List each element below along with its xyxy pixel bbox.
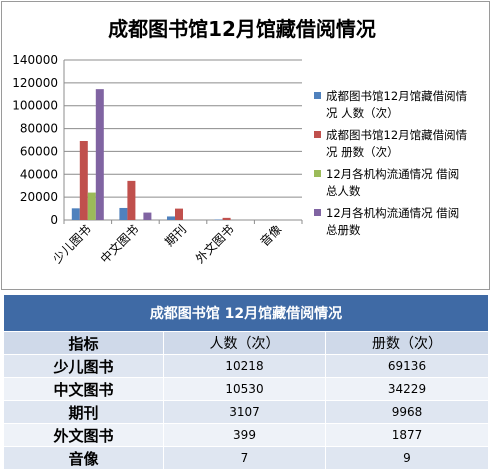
- data-table: 成都图书馆 12月馆藏借阅情况 指标 人数（次） 册数（次） 少儿图书 1021…: [3, 294, 489, 470]
- table-row: 中文图书 10530 34229: [3, 377, 489, 401]
- table-row: 外文图书 399 1877: [3, 423, 489, 447]
- y-tick-label: 0: [50, 213, 58, 227]
- row-volumes: 9968: [325, 400, 489, 424]
- y-tick-label: 140000: [12, 53, 58, 67]
- bar: [87, 192, 96, 220]
- legend-entry: 12月各机构流通情况 借阅总人数: [326, 167, 459, 198]
- bar: [143, 212, 152, 220]
- bar: [127, 180, 136, 220]
- row-volumes: 1877: [325, 423, 489, 447]
- y-tick-label: 60000: [20, 144, 58, 158]
- row-label: 音像: [3, 446, 164, 470]
- header-indicator: 指标: [3, 331, 164, 355]
- chart-title: 成都图书馆12月馆藏借阅情况: [108, 17, 376, 41]
- legend-swatch: [314, 209, 321, 216]
- header-people: 人数（次）: [163, 331, 326, 355]
- row-volumes: 9: [325, 446, 489, 470]
- legend-entry: 成都图书馆12月馆藏借阅情况 人数（次）: [326, 89, 468, 120]
- bar: [119, 207, 128, 220]
- x-tick-label: 音像: [257, 222, 285, 250]
- row-people: 7: [163, 446, 326, 470]
- x-tick-label: 期刊: [162, 222, 189, 249]
- x-tick-label: 中文图书: [97, 222, 142, 267]
- row-people: 10530: [163, 377, 326, 401]
- row-people: 10218: [163, 354, 326, 378]
- row-people: 3107: [163, 400, 326, 424]
- legend-entry: 12月各机构流通情况 借阅总册数: [326, 206, 459, 237]
- header-volumes: 册数（次）: [325, 331, 489, 355]
- legend-entry: 成都图书馆12月馆藏借阅情况 册数（次）: [326, 128, 468, 159]
- table-title-row: 成都图书馆 12月馆藏借阅情况: [3, 294, 489, 332]
- row-volumes: 34229: [325, 377, 489, 401]
- legend-swatch: [314, 92, 321, 99]
- x-tick-label: 少儿图书: [50, 222, 94, 266]
- y-tick-label: 80000: [20, 122, 58, 136]
- y-tick-label: 20000: [20, 190, 58, 204]
- row-people: 399: [163, 423, 326, 447]
- table-row: 期刊 3107 9968: [3, 400, 489, 424]
- row-label: 少儿图书: [3, 354, 164, 378]
- table-header-row: 指标 人数（次） 册数（次）: [3, 331, 489, 355]
- row-label: 外文图书: [3, 423, 164, 447]
- bar: [175, 208, 183, 220]
- table-row: 少儿图书 10218 69136: [3, 354, 489, 378]
- bar: [71, 208, 80, 220]
- bar-chart: 成都图书馆12月馆藏借阅情况 0 20000 40000 60000 80000 10000…: [12, 17, 468, 267]
- row-label: 中文图书: [3, 377, 164, 401]
- bar: [222, 217, 231, 220]
- y-tick-label: 120000: [12, 76, 58, 90]
- row-label: 期刊: [3, 400, 164, 424]
- y-tick-label: 40000: [20, 167, 58, 181]
- bar: [167, 216, 175, 220]
- y-tick-label: 100000: [12, 99, 58, 113]
- table-row: 音像 7 9: [3, 446, 489, 470]
- legend-swatch: [314, 131, 321, 138]
- chart-container: 成都图书馆12月馆藏借阅情况 0 20000 40000 60000 80000 10000…: [1, 1, 490, 290]
- bar: [95, 89, 104, 221]
- legend-swatch: [314, 170, 321, 177]
- table-title: 成都图书馆 12月馆藏借阅情况: [3, 294, 489, 332]
- bar: [79, 140, 88, 220]
- x-tick-label: 外文图书: [192, 222, 237, 267]
- row-volumes: 69136: [325, 354, 489, 378]
